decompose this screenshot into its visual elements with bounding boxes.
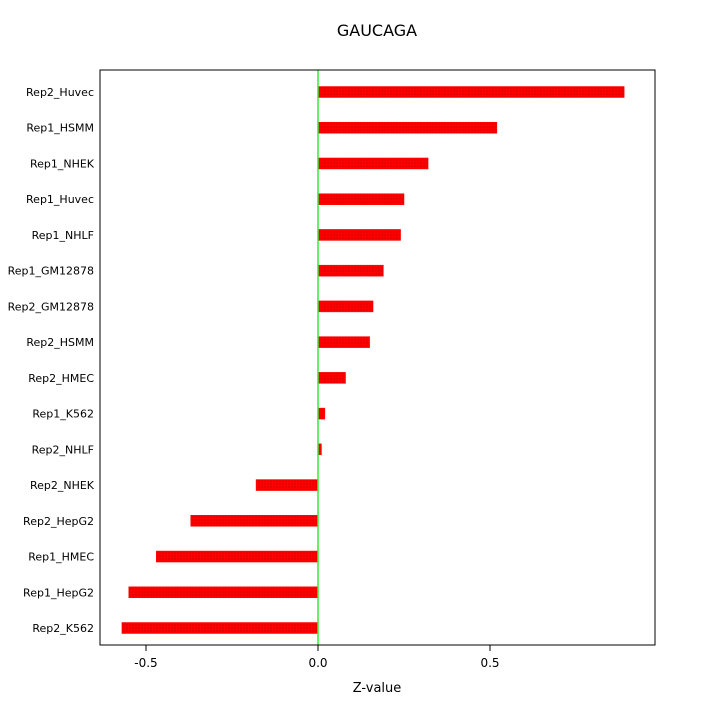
- category-label: Rep2_HSMM: [26, 336, 94, 349]
- x-tick-label: 0.0: [308, 656, 327, 670]
- plot-border: [99, 69, 656, 646]
- bar: [156, 550, 319, 563]
- bar: [317, 229, 401, 241]
- bar: [317, 193, 405, 205]
- category-label: Rep1_HMEC: [28, 551, 94, 564]
- bar: [317, 372, 346, 384]
- x-tick-label: -0.5: [134, 656, 157, 670]
- category-label: Rep1_K562: [32, 408, 94, 421]
- category-labels-group: Rep2_Huvec Rep1_HSMM Rep1_NHEK Rep1_Huvec Re…: [8, 86, 95, 635]
- category-label: Rep2_K562: [32, 622, 94, 635]
- bar: [317, 300, 374, 313]
- x-axis-label: Z-value: [353, 681, 402, 696]
- category-label: Rep2_NHEK: [30, 479, 95, 492]
- category-label: Rep1_HSMM: [26, 122, 94, 135]
- bars-group: [121, 86, 625, 634]
- category-label: Rep2_NHLF: [32, 443, 94, 456]
- category-label: Rep1_NHEK: [30, 157, 95, 170]
- bar: [317, 264, 384, 277]
- chart-title: GAUCAGA: [337, 21, 417, 40]
- bar: [317, 157, 429, 170]
- category-label: Rep2_GM12878: [8, 300, 94, 313]
- bar: [255, 479, 319, 491]
- category-label: Rep2_Huvec: [26, 86, 94, 99]
- bar: [317, 336, 370, 348]
- bar: [190, 515, 319, 527]
- category-label: Rep2_HepG2: [23, 515, 94, 528]
- bar: [121, 622, 319, 634]
- category-label: Rep1_GM12878: [8, 265, 94, 278]
- bar: [128, 586, 319, 599]
- category-label: Rep1_Huvec: [26, 193, 94, 206]
- category-label: Rep1_HepG2: [23, 586, 94, 599]
- plot-box-group: [99, 69, 656, 646]
- bar: [317, 121, 498, 134]
- category-label: Rep1_NHLF: [32, 229, 94, 242]
- x-tick-label: 0.5: [480, 656, 499, 670]
- category-label: Rep2_HMEC: [28, 372, 94, 385]
- x-ticks-group: -0.5 0.0 0.5: [134, 645, 500, 670]
- bar: [317, 86, 625, 98]
- bar: [317, 407, 326, 420]
